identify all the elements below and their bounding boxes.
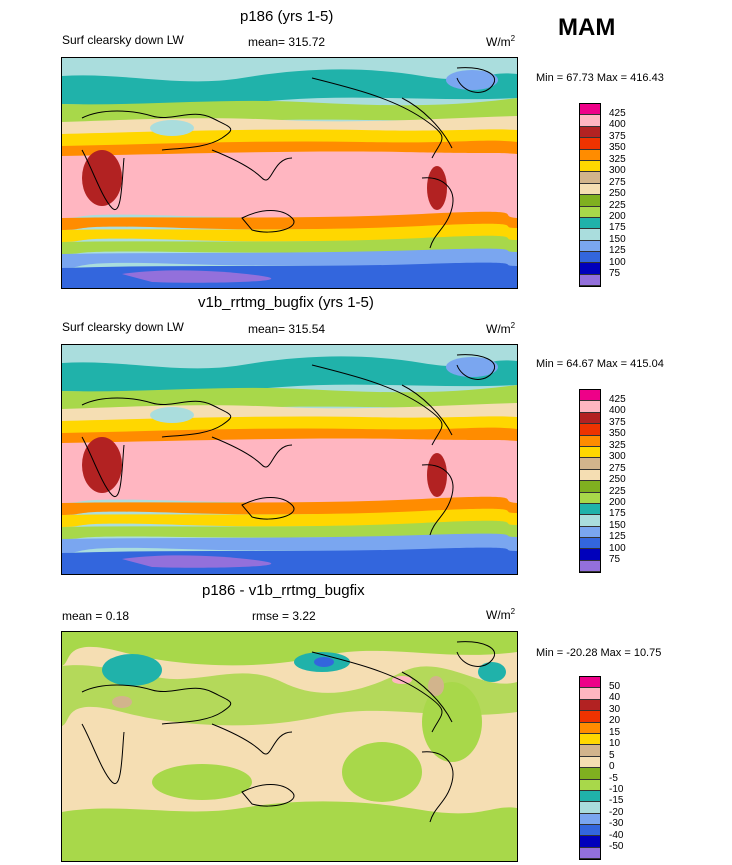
panel-2-units: W/m2	[486, 321, 516, 336]
colorbar-1-label: 225	[609, 200, 626, 211]
colorbar-3-label: -5	[609, 773, 618, 784]
colorbar-3-label: 40	[609, 692, 621, 703]
colorbar-2-label: 350	[609, 428, 626, 439]
colorbar-2-label: 75	[609, 554, 621, 565]
panel-3-minmax: Min = -20.28 Max = 10.75	[536, 647, 662, 659]
colorbar-3-label: -40	[609, 830, 624, 841]
colorbar-3-label: 15	[609, 727, 621, 738]
colorbar-3-label: 0	[609, 761, 615, 772]
colorbar-2-label: 275	[609, 463, 626, 474]
colorbar-1-label: 100	[609, 257, 626, 268]
panel-1-mean: mean= 315.72	[248, 35, 326, 49]
colorbar-3-label: -20	[609, 807, 624, 818]
colorbar-3-label: 30	[609, 704, 621, 715]
colorbar-1-label: 75	[609, 268, 621, 279]
colorbar-1-label: 200	[609, 211, 626, 222]
map-panel-2	[61, 344, 518, 575]
colorbar-1-label: 175	[609, 222, 626, 233]
colorbar-2-label: 425	[609, 394, 626, 405]
colorbar-3-label: 10	[609, 738, 621, 749]
panel-3-title: p186 - v1b_rrtmg_bugfix	[202, 582, 365, 599]
colorbar-2-label: 375	[609, 417, 626, 428]
colorbar-1-label: 125	[609, 245, 626, 256]
colorbar-3-swatches	[579, 676, 601, 861]
colorbar-2-label: 100	[609, 543, 626, 554]
colorbar-3-label: 5	[609, 750, 615, 761]
colorbar-1-label: 350	[609, 142, 626, 153]
colorbar-2-label: 200	[609, 497, 626, 508]
colorbar-2-label: 225	[609, 486, 626, 497]
colorbar-1-swatches	[579, 103, 601, 288]
colorbar-2-label: 125	[609, 531, 626, 542]
colorbar-1-label: 250	[609, 188, 626, 199]
colorbar-3-label: 50	[609, 681, 621, 692]
panel-2-mean: mean= 315.54	[248, 322, 326, 336]
panel-3-mean: mean = 0.18	[62, 609, 130, 623]
panel-2-title: v1b_rrtmg_bugfix (yrs 1-5)	[198, 294, 374, 311]
colorbar-3-label: -15	[609, 795, 624, 806]
panel-1-title: p186 (yrs 1-5)	[240, 8, 334, 25]
colorbar-2-label: 325	[609, 440, 626, 451]
colorbar-1-label: 300	[609, 165, 626, 176]
colorbar-1-label: 325	[609, 154, 626, 165]
panel-1-units: W/m2	[486, 34, 516, 49]
colorbar-1-label: 150	[609, 234, 626, 245]
colorbar-1-label: 425	[609, 108, 626, 119]
colorbar-2-label: 400	[609, 405, 626, 416]
colorbar-1-label: 275	[609, 177, 626, 188]
panel-1-variable: Surf clearsky down LW	[62, 33, 184, 47]
colorbar-2-label: 300	[609, 451, 626, 462]
colorbar-3-label: 20	[609, 715, 621, 726]
panel-3-units: W/m2	[486, 607, 516, 622]
colorbar-3-label: -10	[609, 784, 624, 795]
colorbar-2-swatches	[579, 389, 601, 574]
map-panel-1	[61, 57, 518, 289]
colorbar-1-label: 400	[609, 119, 626, 130]
map-panel-3	[61, 631, 518, 862]
colorbar-2-label: 175	[609, 508, 626, 519]
panel-1-minmax: Min = 67.73 Max = 416.43	[536, 72, 664, 84]
colorbar-3-label: -30	[609, 818, 624, 829]
season-label: MAM	[558, 14, 616, 41]
panel-2-minmax: Min = 64.67 Max = 415.04	[536, 358, 664, 370]
panel-2-variable: Surf clearsky down LW	[62, 320, 184, 334]
colorbar-3-label: -50	[609, 841, 624, 852]
colorbar-2-label: 250	[609, 474, 626, 485]
colorbar-1-label: 375	[609, 131, 626, 142]
panel-3-rmse: rmse = 3.22	[252, 609, 316, 623]
colorbar-2-label: 150	[609, 520, 626, 531]
